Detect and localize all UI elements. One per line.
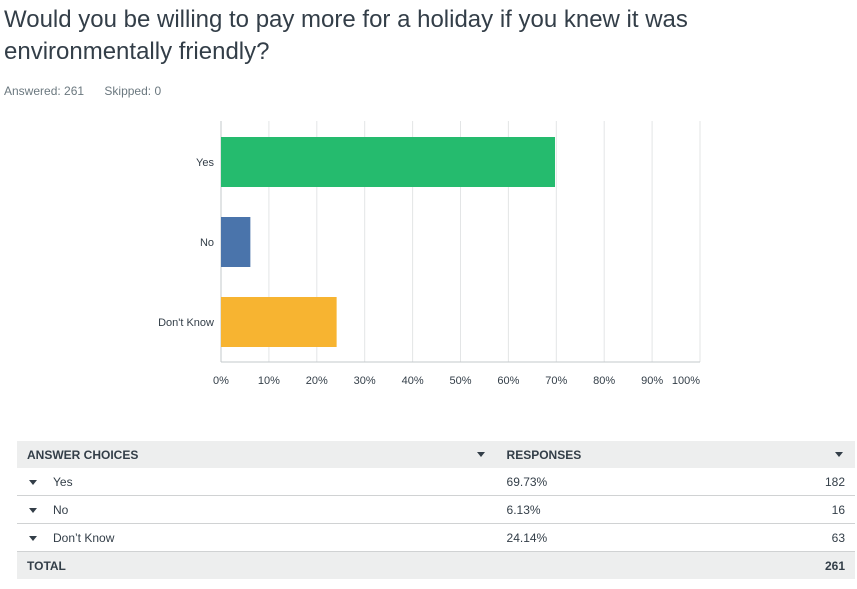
x-tick-label: 70% [545,375,567,387]
response-count: 16 [814,495,855,524]
expand-caret-icon[interactable] [29,507,37,513]
response-percent: 6.13% [496,495,815,524]
expand-caret-icon[interactable] [29,535,37,541]
x-tick-label: 30% [354,375,376,387]
results-table: ANSWER CHOICES RESPONSES Yes 69.73% 182 … [17,441,855,579]
response-count: 63 [814,523,855,552]
table-row: Yes 69.73% 182 [17,468,855,496]
bar [221,137,556,187]
bar [221,217,251,267]
x-tick-label: 80% [593,375,615,387]
category-label: Don't Know [158,317,214,329]
responses-header[interactable]: RESPONSES [496,441,855,468]
total-row: TOTAL 261 [17,551,855,579]
sort-caret-icon[interactable] [835,452,843,457]
answered-count: Answered: 261 [4,84,85,98]
choice-label: Don’t Know [53,530,115,545]
response-count: 182 [814,468,855,496]
x-tick-label: 60% [497,375,519,387]
question-title: Would you be willing to pay more for a h… [4,6,688,65]
category-label: Yes [196,157,214,169]
response-summary: Answered: 261 Skipped: 0 [4,84,178,98]
expand-caret-icon[interactable] [29,479,37,485]
choice-label: No [53,502,69,517]
answer-choices-header-label: ANSWER CHOICES [27,447,139,462]
answer-choices-header[interactable]: ANSWER CHOICES [17,441,497,468]
x-tick-label: 40% [402,375,424,387]
responses-header-label: RESPONSES [506,447,582,462]
skipped-count: Skipped: 0 [104,84,162,98]
x-tick-label: 100% [672,375,700,387]
sort-caret-icon[interactable] [476,452,485,457]
choice-label: Yes [53,474,73,489]
bar [221,297,337,347]
bar-chart: 0% 10% 20% 30% 40% 50% 60% 70% 80% 90% 100% Yes No Do… [158,121,701,387]
response-percent: 24.14% [496,523,815,552]
response-percent: 69.73% [496,468,815,496]
x-tick-label: 20% [306,375,328,387]
total-count: 261 [814,551,855,579]
x-tick-label: 50% [449,375,471,387]
x-tick-label: 90% [641,375,663,387]
x-tick-label: 0% [213,375,229,387]
table-row: Don’t Know 24.14% 63 [17,523,855,552]
total-label: TOTAL [17,551,497,579]
table-row: No 6.13% 16 [17,495,855,524]
category-label: No [200,237,214,249]
x-tick-label: 10% [258,375,280,387]
